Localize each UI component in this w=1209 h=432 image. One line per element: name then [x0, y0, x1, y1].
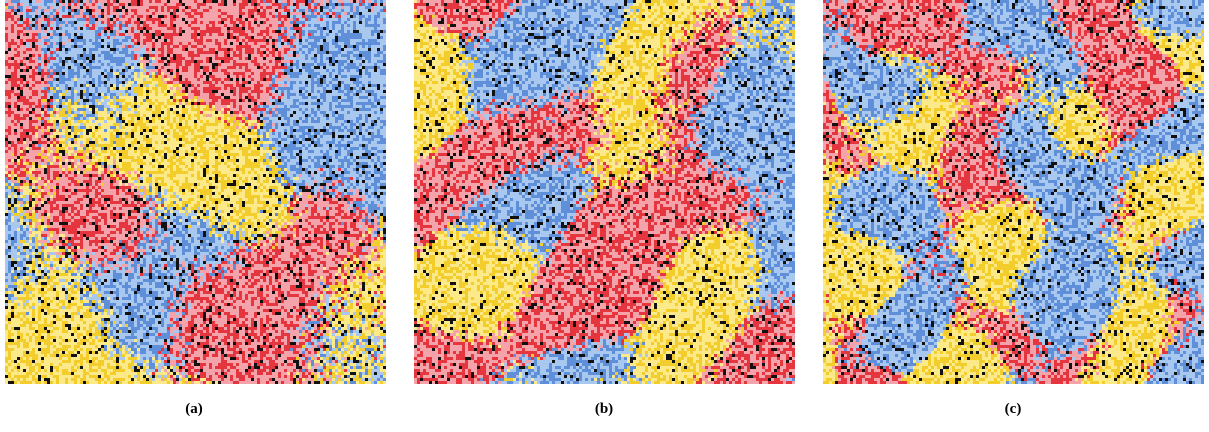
panel-caption: (a): [185, 401, 203, 417]
panel: [5, 0, 386, 384]
panel: [414, 0, 795, 384]
figure: (a) (b) (c): [0, 0, 1209, 427]
panel-caption: (b): [595, 401, 613, 417]
panel: [823, 0, 1204, 384]
panel-caption: (c): [1005, 401, 1022, 417]
